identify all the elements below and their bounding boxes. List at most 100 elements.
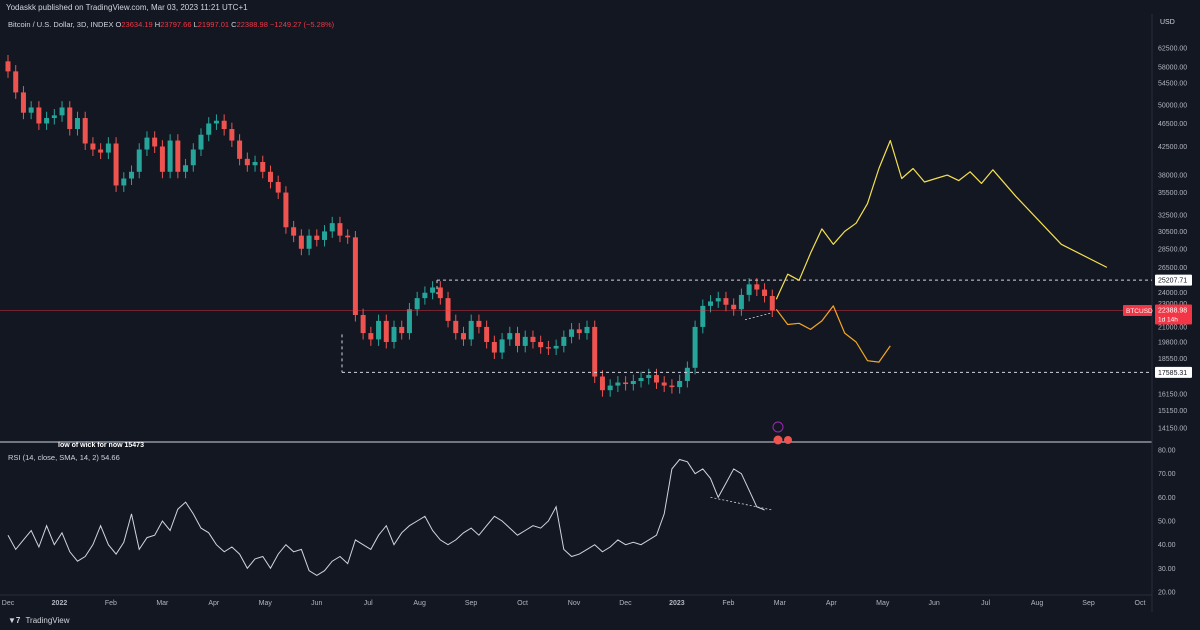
candle-body bbox=[522, 336, 528, 346]
published-header: Yodaskk published on TradingView.com, Ma… bbox=[0, 0, 1200, 14]
tradingview-logo-icon: ▼7 bbox=[8, 616, 21, 625]
price-tick-label: 18550.00 bbox=[1158, 356, 1187, 363]
candle-body bbox=[13, 71, 19, 93]
candle-body bbox=[708, 301, 714, 306]
time-tick-label: Mar bbox=[156, 600, 169, 607]
low-label: L bbox=[193, 20, 198, 29]
close-value: 22388.98 bbox=[236, 20, 268, 29]
candle-body bbox=[90, 143, 96, 150]
rsi-tick-label: 30.00 bbox=[1158, 566, 1176, 573]
time-tick-label: May bbox=[259, 600, 273, 607]
candle-body bbox=[653, 375, 659, 383]
candle-body bbox=[406, 309, 412, 334]
time-tick-label: May bbox=[876, 600, 890, 607]
price-tick-label: 16150.00 bbox=[1158, 392, 1187, 399]
candle-body bbox=[136, 149, 142, 172]
candle-body bbox=[28, 107, 34, 113]
symbol-label: Bitcoin / U.S. Dollar, 3D, INDEX bbox=[8, 20, 114, 29]
currency-label: USD bbox=[1160, 19, 1175, 26]
candle-body bbox=[692, 326, 698, 368]
candle-body bbox=[715, 298, 721, 302]
time-tick-label: Apr bbox=[208, 600, 220, 607]
price-tick-label: 46500.00 bbox=[1158, 121, 1187, 128]
candle-body bbox=[376, 320, 382, 340]
time-tick-label: Apr bbox=[826, 600, 838, 607]
rsi-legend: RSI (14, close, SMA, 14, 2) 54.66 bbox=[8, 453, 120, 462]
level-marker-label: 17585.31 bbox=[1158, 370, 1187, 377]
rsi-tick-label: 40.00 bbox=[1158, 542, 1176, 549]
candle-body bbox=[430, 287, 436, 293]
time-tick-label: 2022 bbox=[52, 600, 68, 607]
symbol-tag-bg bbox=[1123, 305, 1152, 317]
price-tick-label: 58000.00 bbox=[1158, 64, 1187, 71]
chart-legend: Bitcoin / U.S. Dollar, 3D, INDEX O23634.… bbox=[8, 20, 334, 29]
candle-body bbox=[20, 92, 26, 113]
candle-body bbox=[283, 192, 289, 228]
time-tick-label: Aug bbox=[413, 600, 426, 607]
candle-body bbox=[754, 284, 760, 290]
rsi-tick-label: 60.00 bbox=[1158, 495, 1176, 502]
last-price-label: 22388.98 bbox=[1158, 308, 1187, 315]
time-tick-label: Jun bbox=[929, 600, 940, 607]
price-tick-label: 26500.00 bbox=[1158, 265, 1187, 272]
time-tick-label: Feb bbox=[722, 600, 734, 607]
candle-body bbox=[329, 223, 335, 232]
candle-body bbox=[291, 227, 297, 236]
candle-body bbox=[337, 223, 343, 236]
bullish-forecast-path bbox=[775, 139, 1108, 300]
candle-body bbox=[260, 162, 266, 172]
candle-body bbox=[244, 158, 250, 166]
price-tick-label: 28500.00 bbox=[1158, 246, 1187, 253]
candle-body bbox=[700, 305, 706, 327]
price-tick-label: 15150.00 bbox=[1158, 408, 1187, 415]
time-tick-label: Mar bbox=[774, 600, 787, 607]
candle-body bbox=[67, 107, 73, 130]
candle-body bbox=[59, 107, 65, 116]
high-value: 23797.66 bbox=[160, 20, 192, 29]
candle-body bbox=[44, 118, 50, 124]
candle-body bbox=[646, 375, 652, 379]
candle-body bbox=[422, 292, 428, 299]
candle-body bbox=[74, 118, 80, 130]
level-marker-bg bbox=[1155, 274, 1192, 286]
time-tick-label: Sep bbox=[1082, 600, 1095, 607]
candle-body bbox=[82, 118, 88, 144]
open-value: 23634.19 bbox=[121, 20, 153, 29]
candle-body bbox=[175, 140, 181, 172]
candle-body bbox=[183, 165, 189, 172]
candle-body bbox=[51, 115, 57, 119]
price-tick-label: 38000.00 bbox=[1158, 173, 1187, 180]
candle-body bbox=[445, 298, 451, 321]
candle-body bbox=[267, 171, 273, 182]
level-marker-label: 25207.71 bbox=[1158, 278, 1187, 285]
candle-body bbox=[383, 320, 389, 342]
candle-body bbox=[769, 295, 775, 311]
change-value: −1249.27 (−5.28%) bbox=[269, 20, 335, 29]
candle-body bbox=[206, 123, 212, 135]
rsi-divergence-line bbox=[710, 496, 773, 511]
candle-body bbox=[584, 326, 590, 334]
candle-body bbox=[159, 146, 165, 172]
rsi-tick-label: 20.00 bbox=[1158, 590, 1176, 597]
candle-body bbox=[213, 120, 219, 124]
candle-body bbox=[399, 326, 405, 334]
candle-body bbox=[723, 298, 729, 305]
time-tick-label: Dec bbox=[2, 600, 15, 607]
time-tick-label: 2023 bbox=[669, 600, 685, 607]
price-chart[interactable]: 62500.00 58000.00 54500.00 50000.00 46500.00… bbox=[0, 0, 1200, 612]
time-tick-label: Nov bbox=[568, 600, 581, 607]
time-tick-label: Jul bbox=[981, 600, 990, 607]
candle-body bbox=[499, 339, 505, 353]
time-tick-label: Oct bbox=[1135, 600, 1146, 607]
candle-body bbox=[746, 284, 752, 295]
price-tick-label: 42500.00 bbox=[1158, 144, 1187, 151]
candle-body bbox=[229, 129, 235, 141]
rsi-line bbox=[7, 458, 765, 576]
candle-body bbox=[731, 304, 737, 310]
price-tick-label: 54500.00 bbox=[1158, 80, 1187, 87]
candle-body bbox=[607, 385, 613, 391]
candle-body bbox=[491, 341, 497, 353]
candle-body bbox=[368, 333, 374, 340]
open-label: O bbox=[115, 20, 122, 29]
candle-body bbox=[190, 149, 196, 166]
